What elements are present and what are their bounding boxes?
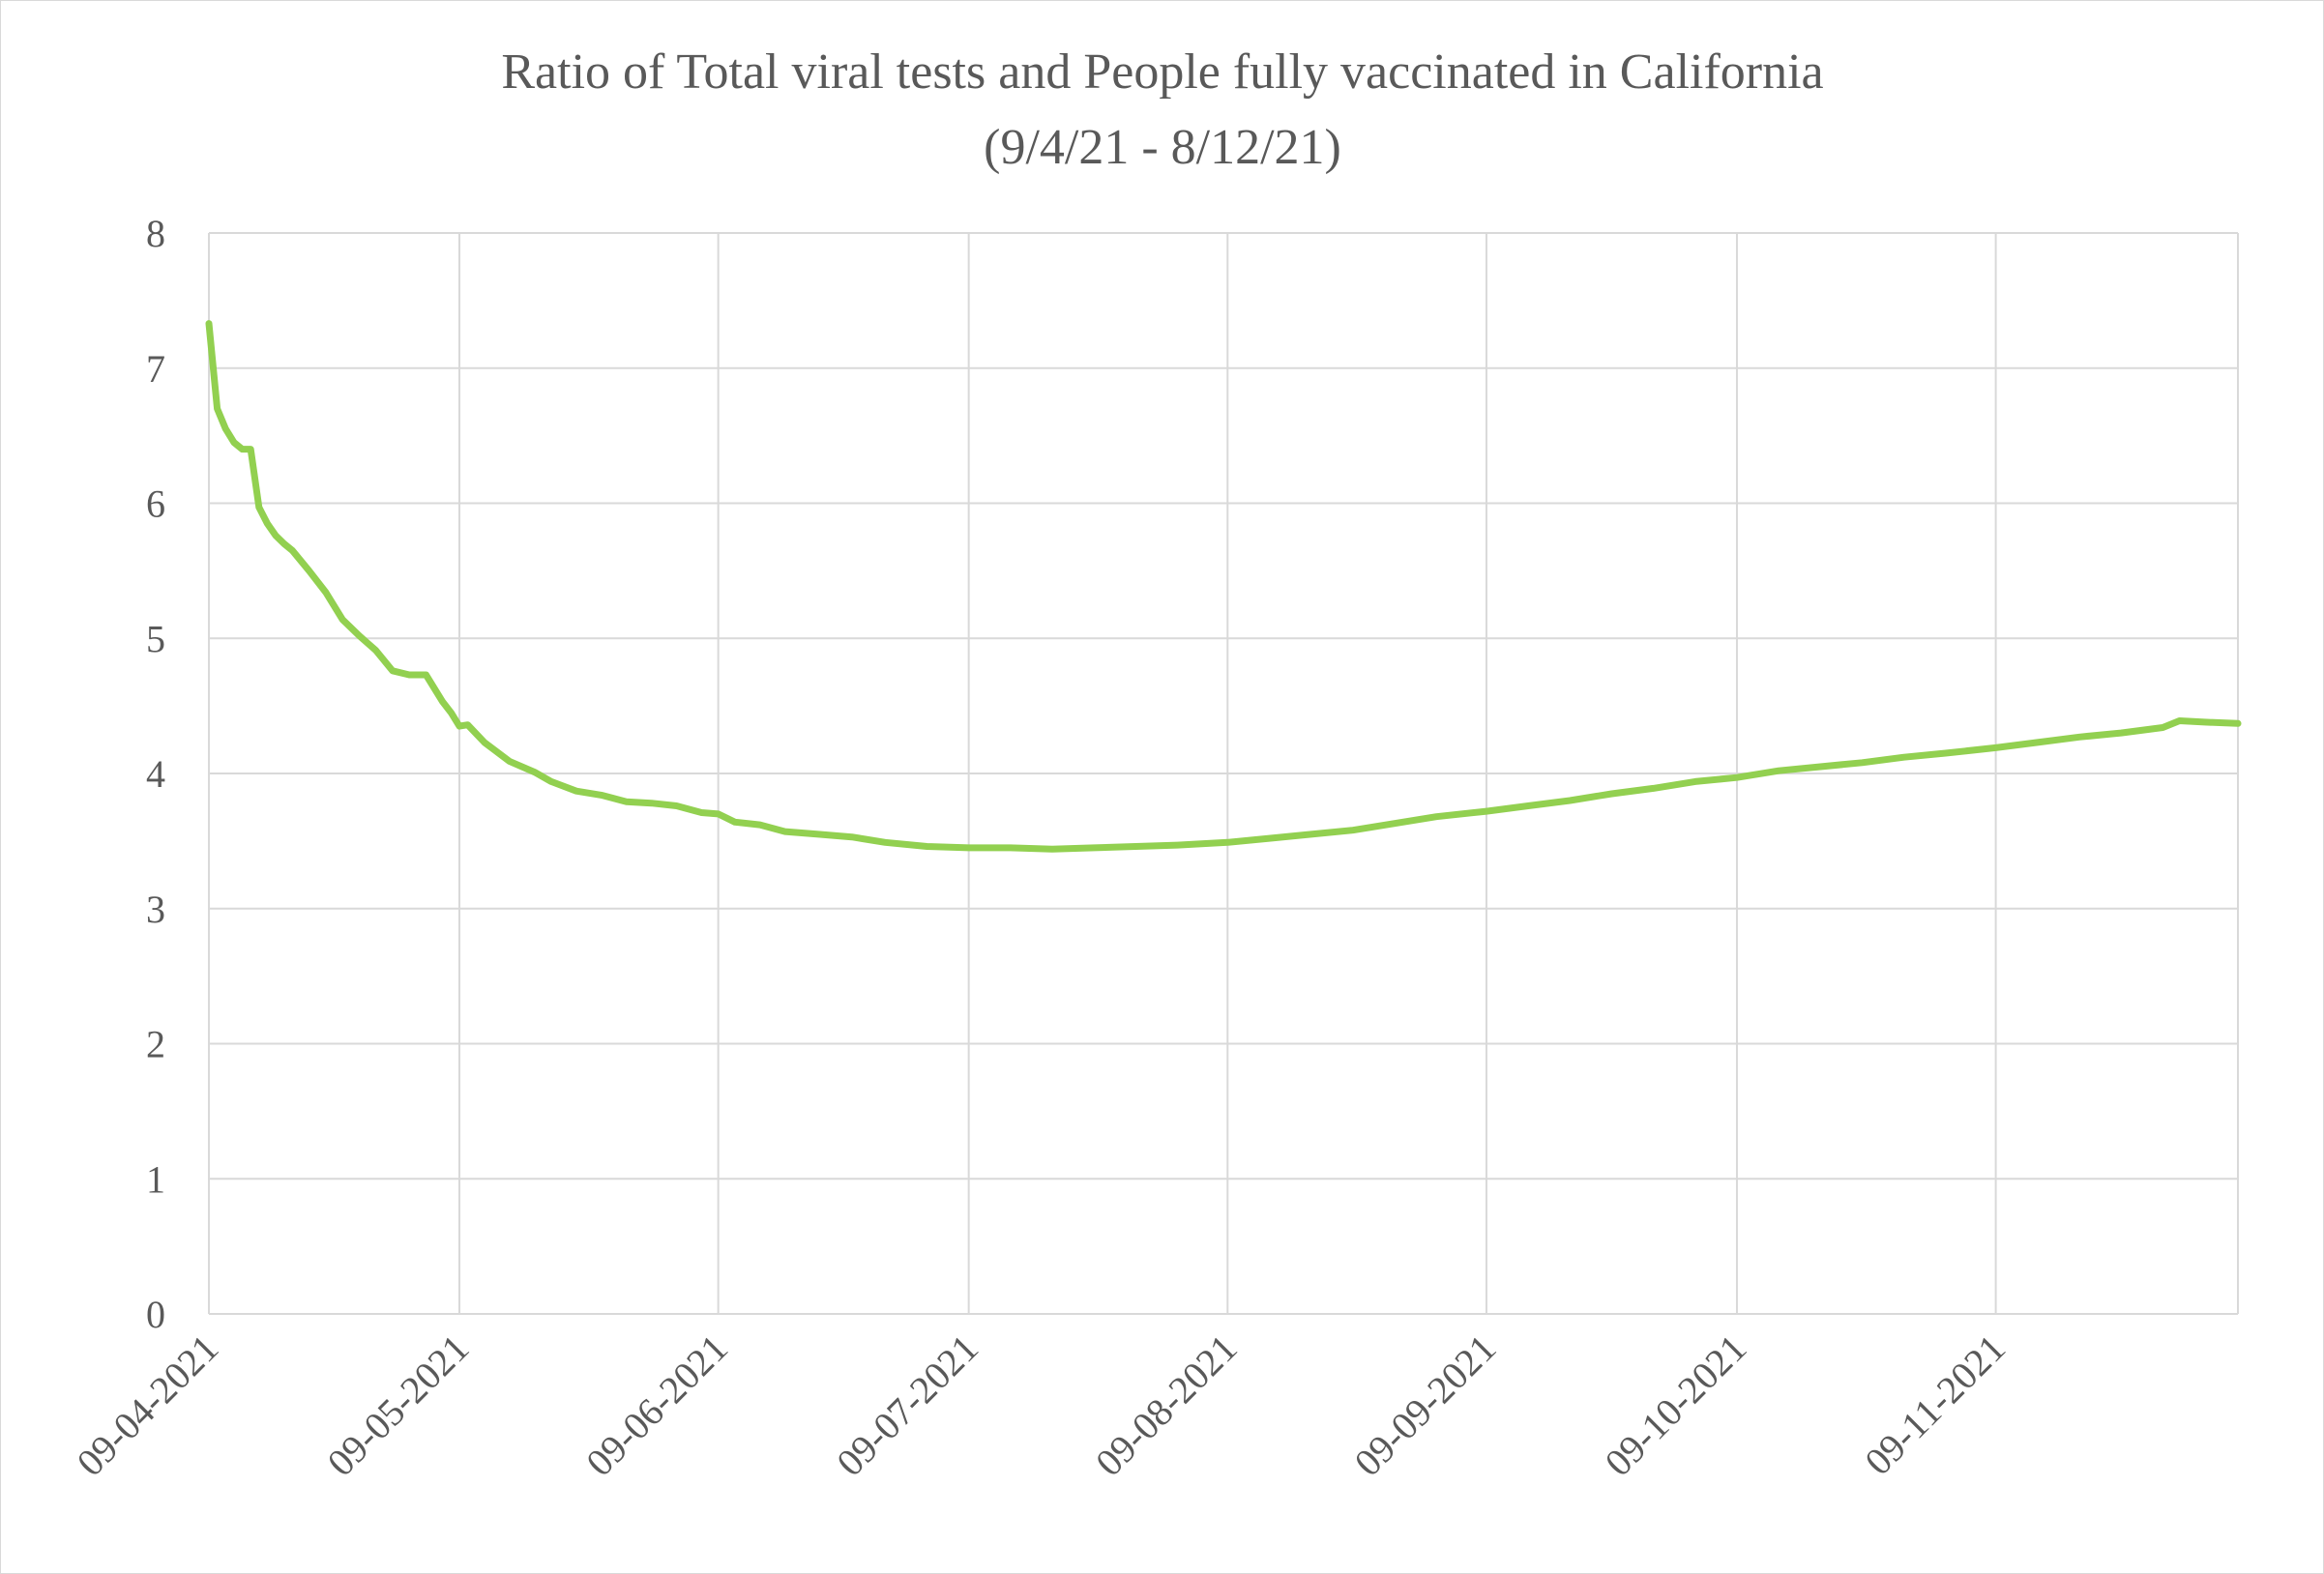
x-axis-tick-labels: 09-04-2021 09-05-2021 09-06-2021 09-07-2021… [69, 1326, 2014, 1485]
y-axis-tick-labels: 0 1 2 3 4 5 6 7 8 [146, 212, 165, 1336]
y-tick-label-0: 0 [146, 1293, 165, 1336]
y-tick-label-2: 2 [146, 1023, 165, 1066]
x-tick-label-3: 09-07-2021 [828, 1326, 986, 1485]
x-tick-label-4: 09-08-2021 [1087, 1326, 1246, 1485]
y-tick-label-1: 1 [146, 1157, 165, 1201]
y-tick-label-6: 6 [146, 482, 165, 526]
x-tick-label-7: 09-11-2021 [1856, 1326, 2014, 1484]
chart-subtitle: (9/4/21 - 8/12/21) [984, 120, 1341, 175]
series-layer [205, 320, 2242, 853]
y-tick-label-3: 3 [146, 888, 165, 931]
x-tick-label-5: 09-09-2021 [1346, 1326, 1505, 1485]
y-tick-label-5: 5 [146, 617, 165, 660]
x-tick-label-6: 09-10-2021 [1597, 1326, 1755, 1485]
y-tick-label-8: 8 [146, 212, 165, 255]
series-line-0 [205, 320, 2242, 853]
x-tick-label-2: 09-06-2021 [577, 1326, 736, 1485]
horizontal-gridlines [209, 232, 2238, 1315]
vertical-gridlines [208, 233, 2239, 1314]
x-tick-label-0: 09-04-2021 [69, 1326, 227, 1485]
x-tick-label-1: 09-05-2021 [319, 1326, 478, 1485]
y-tick-label-4: 4 [146, 752, 165, 796]
y-tick-label-7: 7 [146, 347, 165, 391]
chart-title: Ratio of Total viral tests and People fu… [501, 44, 1823, 100]
